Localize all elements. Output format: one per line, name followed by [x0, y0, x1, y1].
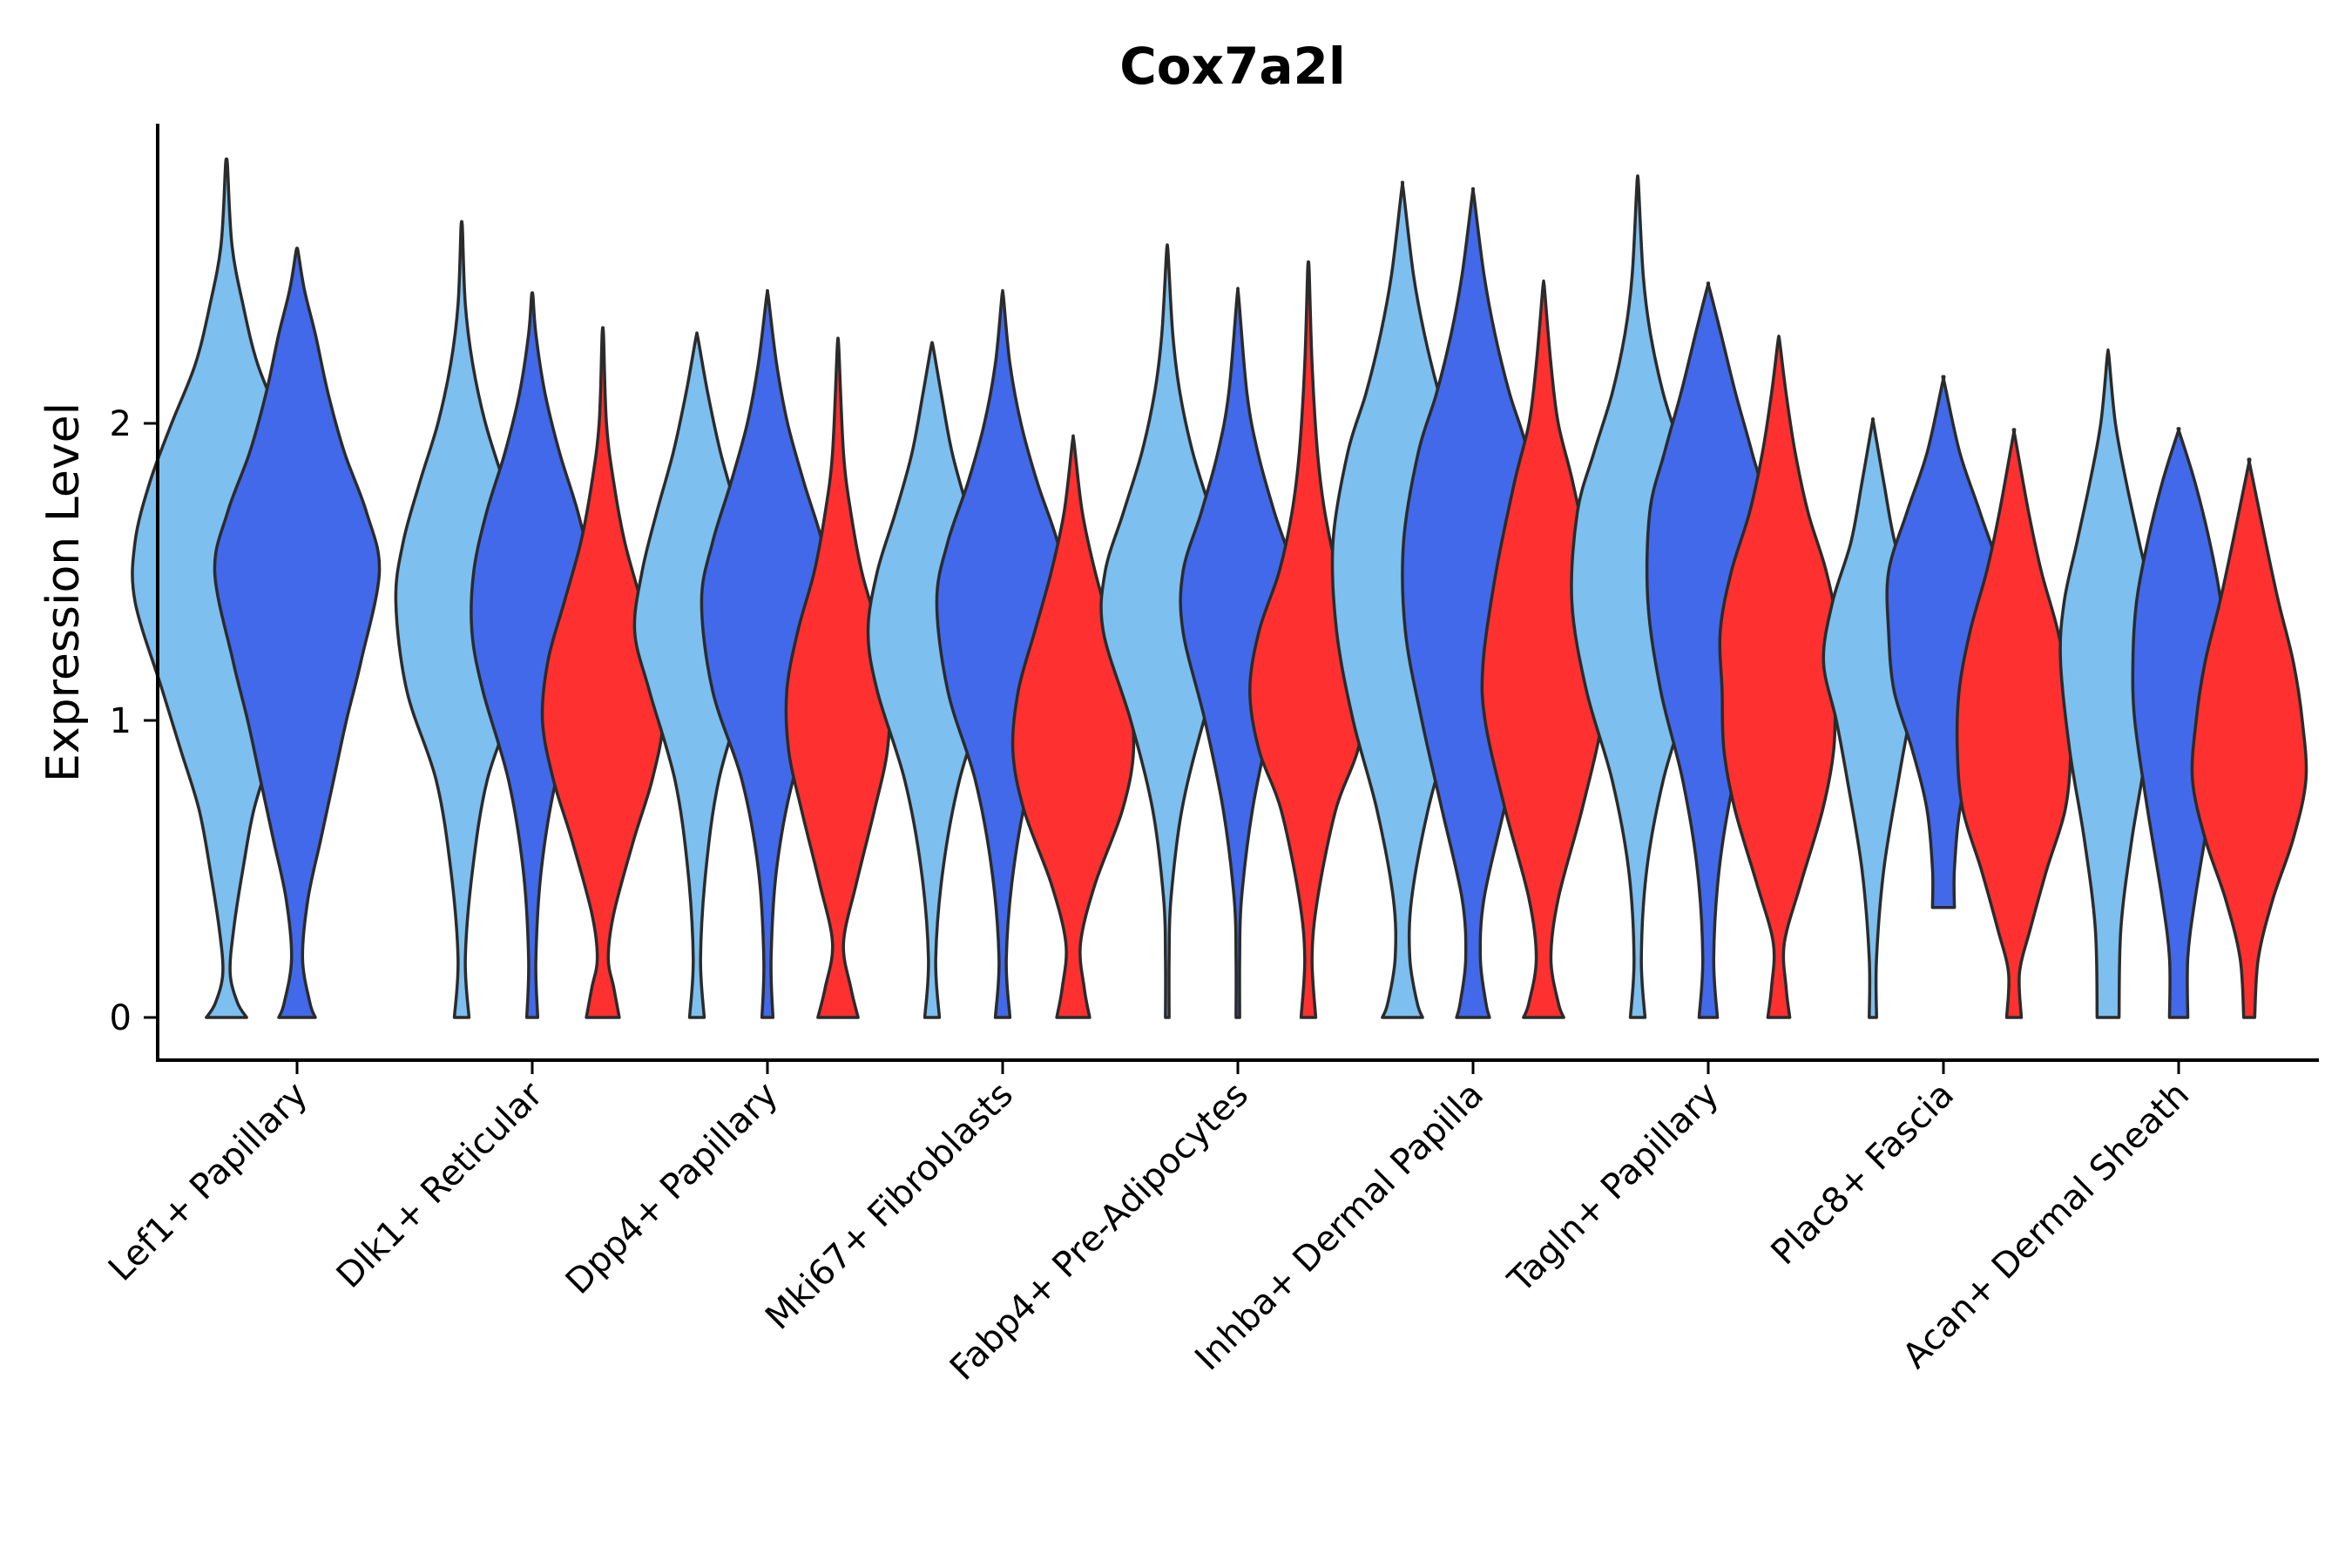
y-tick-label: 2 [110, 404, 132, 444]
violins-group [131, 157, 2308, 1019]
violin-fabp4-pre-adipocytes-1 [1099, 243, 1235, 1019]
violin-tagln-papillary-3 [1718, 335, 1840, 1019]
y-tick-label: 1 [110, 701, 132, 741]
x-tick-label: Lef1+ Papillary [101, 1075, 315, 1289]
y-axis-label: Expression Level [37, 402, 90, 782]
x-tick-label: Dpp4+ Papillary [558, 1075, 786, 1302]
chart-title: Cox7a2l [1119, 37, 1346, 96]
violin-fabp4-pre-adipocytes-3 [1248, 260, 1369, 1019]
violin-dpp4-papillary-3 [784, 336, 892, 1019]
y-ticks-group: 0 1 2 [110, 404, 158, 1038]
x-tick-label: Plac8+ Fascia [1764, 1075, 1963, 1274]
x-tick-label: Tagln+ Papillary [1500, 1075, 1727, 1301]
violin-mki67-fibroblasts-3 [1010, 434, 1136, 1019]
violin-acan-dermal-sheath-3 [2190, 457, 2308, 1019]
y-tick-label: 0 [110, 998, 132, 1038]
x-ticks-group: Lef1+ Papillary Dlk1+ Reticular Dpp4+ Papi… [101, 1060, 2197, 1389]
violin-inhba-dermal-papilla-3 [1480, 279, 1607, 1019]
x-tick-label: Dlk1+ Reticular [329, 1074, 551, 1296]
x-tick-label: Mki67+ Fibroblasts [758, 1075, 1021, 1338]
violin-lef1-papillary-2 [213, 247, 382, 1019]
violin-plac8-fascia-3 [1955, 428, 2073, 1019]
violin-dlk1-reticular-3 [540, 326, 666, 1019]
